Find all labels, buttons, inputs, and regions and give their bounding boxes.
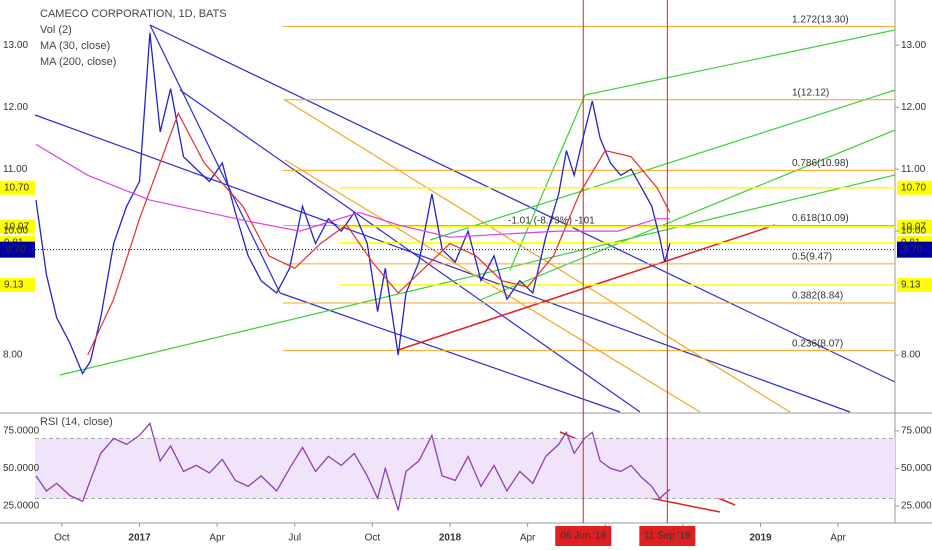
- y-tick-label: 25.0000: [3, 501, 40, 512]
- y-tick-label: 10.00: [3, 226, 28, 237]
- x-tick-label: Oct: [54, 533, 70, 544]
- channel-line: [179, 89, 641, 413]
- fib-channel-line: [284, 159, 701, 413]
- last-price-label: 9.70: [903, 244, 923, 255]
- level-label: 9.13: [901, 280, 921, 291]
- level-label: 10.07: [901, 221, 926, 232]
- x-tick-label: 2019: [749, 533, 772, 544]
- fib-label: 0.236(8.07): [792, 338, 843, 349]
- y-tick-label: 12.00: [901, 102, 926, 113]
- level-label: 10.70: [901, 182, 926, 193]
- y-tick-label: 12.00: [3, 102, 28, 113]
- fib-label: 1(12.12): [792, 87, 829, 98]
- level-tag: [0, 277, 35, 292]
- y-tick-label: 11.00: [3, 164, 28, 175]
- x-tick-label: Apr: [209, 533, 225, 544]
- fib-label: 0.5(9.47): [792, 252, 832, 263]
- legend-entry: Vol (2): [40, 24, 72, 36]
- fib-channel-line: [284, 99, 791, 413]
- date-tag: [555, 526, 612, 546]
- pitchfork-line: [59, 174, 896, 376]
- pitchfork-line: [584, 29, 896, 96]
- fib-label: 0.618(10.09): [792, 213, 849, 224]
- date-label: 11 Sep '18: [644, 531, 691, 542]
- x-tick-label: Apr: [830, 533, 846, 544]
- level-tag: [897, 219, 932, 234]
- level-label: 10.70: [4, 182, 29, 193]
- pitchfork-line: [509, 94, 586, 271]
- date-label: 06 Jun '18: [560, 531, 606, 542]
- legend-entry: MA (200, close): [40, 56, 116, 68]
- level-tag: [897, 180, 932, 195]
- level-label: 10.07: [4, 221, 29, 232]
- x-tick-label: Jul: [288, 533, 301, 544]
- chart-title: CAMECO CORPORATION, 1D, BATS: [40, 8, 227, 20]
- fib-label: 0.786(10.98): [792, 158, 849, 169]
- y-tick-label: 50.0000: [901, 463, 932, 474]
- last-price-tag: [897, 241, 932, 258]
- legend-entry: MA (30, close): [40, 40, 110, 52]
- level-tag: [897, 277, 932, 292]
- series-line: [87, 111, 671, 356]
- last-price-label: 9.70: [6, 244, 26, 255]
- y-tick-label: 13.00: [3, 40, 28, 51]
- annotation: -1.01 (-8.73%) -101: [508, 216, 595, 227]
- trend-line: [397, 224, 776, 351]
- channel-line: [279, 292, 621, 413]
- fib-label: 0.382(8.84): [792, 291, 843, 302]
- y-tick-label: 13.00: [901, 40, 926, 51]
- channel-line: [149, 24, 281, 294]
- series-line: [35, 422, 671, 511]
- pitchfork-line: [429, 89, 896, 241]
- y-tick-label: 25.0000: [901, 501, 932, 512]
- x-tick-label: 2017: [128, 533, 151, 544]
- date-tag: [639, 526, 696, 546]
- y-tick-label: 75.0000: [901, 426, 932, 437]
- rsi-band: [35, 438, 895, 499]
- level-tag: [0, 219, 35, 234]
- x-tick-label: Apr: [520, 533, 536, 544]
- y-tick-label: 75.0000: [3, 426, 40, 437]
- y-tick-label: 10.00: [901, 226, 926, 237]
- pitchfork-line: [479, 129, 896, 301]
- y-tick-label: 50.0000: [3, 463, 40, 474]
- fib-label: 1.272(13.30): [792, 14, 849, 25]
- last-price-tag: [0, 241, 35, 258]
- y-tick-label: 8.00: [3, 350, 23, 361]
- level-tag: [0, 180, 35, 195]
- series-line: [35, 143, 670, 238]
- x-tick-label: 2018: [439, 533, 462, 544]
- channel-line: [149, 24, 896, 383]
- x-tick-label: Oct: [365, 533, 381, 544]
- y-tick-label: 8.00: [901, 350, 921, 361]
- y-tick-label: 11.00: [901, 164, 926, 175]
- level-label: 9.13: [4, 280, 24, 291]
- rsi-title: RSI (14, close): [40, 416, 113, 428]
- series-line: [35, 32, 671, 376]
